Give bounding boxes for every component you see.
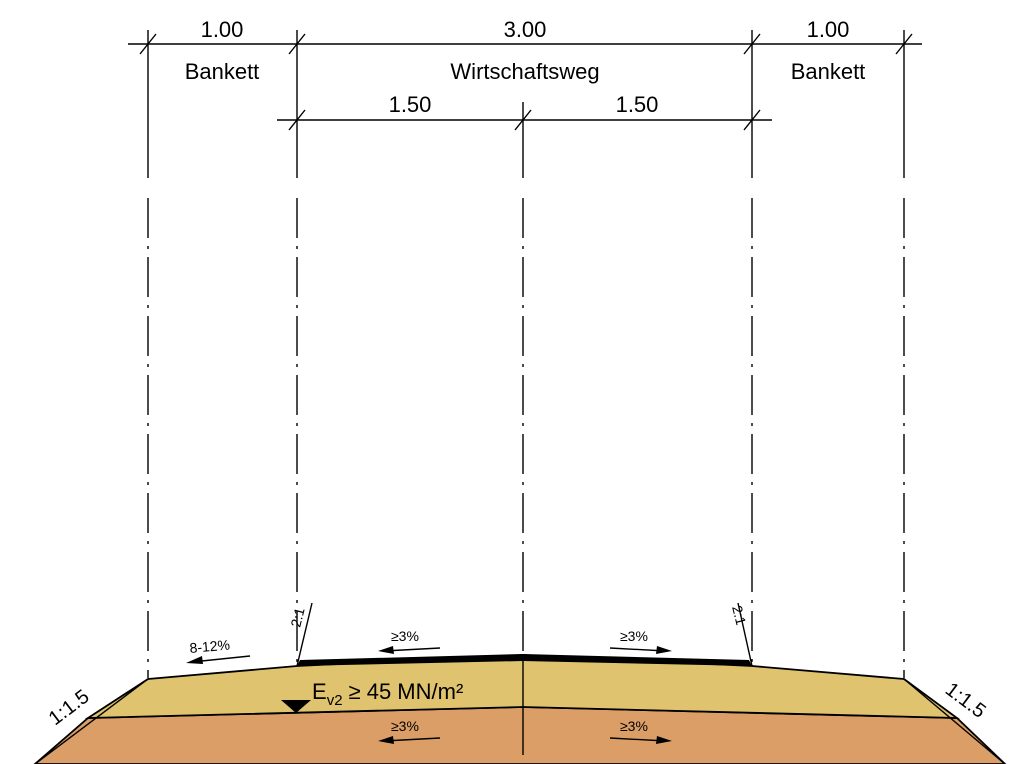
- bearing-symbol: E: [312, 679, 327, 704]
- edge-left-slope-line: [296, 602, 313, 667]
- tick-mark: [895, 33, 913, 55]
- layer-right-slope-label: ≥3%: [620, 718, 648, 734]
- embankment-right-line: [903, 678, 1006, 764]
- layer-right-arrow-head: [656, 736, 672, 744]
- left-half-width: 1.50: [389, 92, 432, 117]
- left-bankett-width: 1.00: [201, 17, 244, 42]
- road-width: 3.00: [504, 17, 547, 42]
- layer-left-slope-label: ≥3%: [391, 718, 419, 734]
- edge-right-slope-label: 2:1: [729, 604, 749, 627]
- road-right-slope-label: ≥3%: [620, 628, 648, 644]
- bankett-slope-arrow-head: [186, 656, 203, 664]
- tick-mark: [514, 109, 532, 131]
- road-right-arrow-head: [656, 646, 672, 654]
- tick-mark: [288, 33, 306, 55]
- edge-right-slope-line: [737, 602, 753, 667]
- right-bankett-label: Bankett: [791, 59, 866, 84]
- tick-mark: [288, 109, 306, 131]
- layer-left-arrow-head: [378, 736, 394, 744]
- tick-mark: [139, 33, 157, 55]
- road-label: Wirtschaftsweg: [450, 59, 599, 84]
- road-surface: [297, 654, 752, 666]
- road-left-slope-label: ≥3%: [391, 628, 419, 644]
- right-bankett-width: 1.00: [807, 17, 850, 42]
- level-marker-icon: [281, 700, 311, 713]
- tick-mark: [743, 33, 761, 55]
- road-left-arrow-head: [378, 646, 394, 654]
- bearing-subscript: v2: [327, 692, 343, 709]
- left-bankett-label: Bankett: [185, 59, 260, 84]
- bearing-capacity: Ev2 ≥ 45 MN/m²: [312, 679, 463, 709]
- edge-left-slope-label: 2:1: [287, 606, 307, 629]
- tick-mark: [743, 109, 761, 131]
- embankment-left-line: [34, 678, 149, 764]
- bearing-value: ≥ 45 MN/m²: [349, 679, 464, 704]
- right-half-width: 1.50: [616, 92, 659, 117]
- bankett-slope-label: 8-12%: [189, 637, 231, 656]
